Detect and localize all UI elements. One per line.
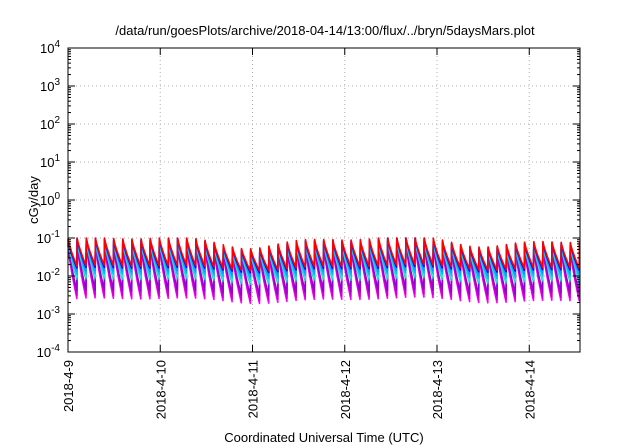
x-tick-label: 2018-4-12 [338, 360, 353, 419]
y-tick-label: 101 [40, 153, 60, 170]
y-tick-label: 10-3 [37, 305, 61, 322]
y-tick-label: 104 [40, 39, 60, 56]
x-tick-label: 2018-4-10 [153, 360, 168, 419]
x-tick-label: 2018-4-14 [522, 360, 537, 419]
ticks [67, 47, 580, 353]
chart-title: /data/run/goesPlots/archive/2018-04-14/1… [115, 23, 535, 38]
x-tick-label: 2018-4-9 [61, 360, 76, 412]
y-tick-label: 102 [40, 115, 60, 132]
x-tick-labels: 2018-4-9 2018-4-10 2018-4-11 2018-4-12 2018-… [61, 360, 537, 419]
y-tick-label: 10-1 [37, 229, 61, 246]
y-tick-labels: 10-4 10-3 10-2 10-1 100 101 102 103 104 [37, 39, 61, 360]
x-tick-label: 2018-4-13 [430, 360, 445, 419]
y-tick-label: 100 [40, 191, 60, 208]
grid [68, 48, 580, 352]
x-tick-label: 2018-4-11 [246, 360, 261, 418]
series-group [67, 237, 581, 305]
y-axis-label: cGy/day [26, 176, 41, 224]
y-tick-label: 10-4 [37, 343, 61, 360]
series-line-8 [67, 237, 581, 272]
y-tick-label: 10-2 [37, 267, 61, 284]
y-tick-label: 103 [40, 77, 60, 94]
x-axis-label: Coordinated Universal Time (UTC) [224, 430, 423, 445]
